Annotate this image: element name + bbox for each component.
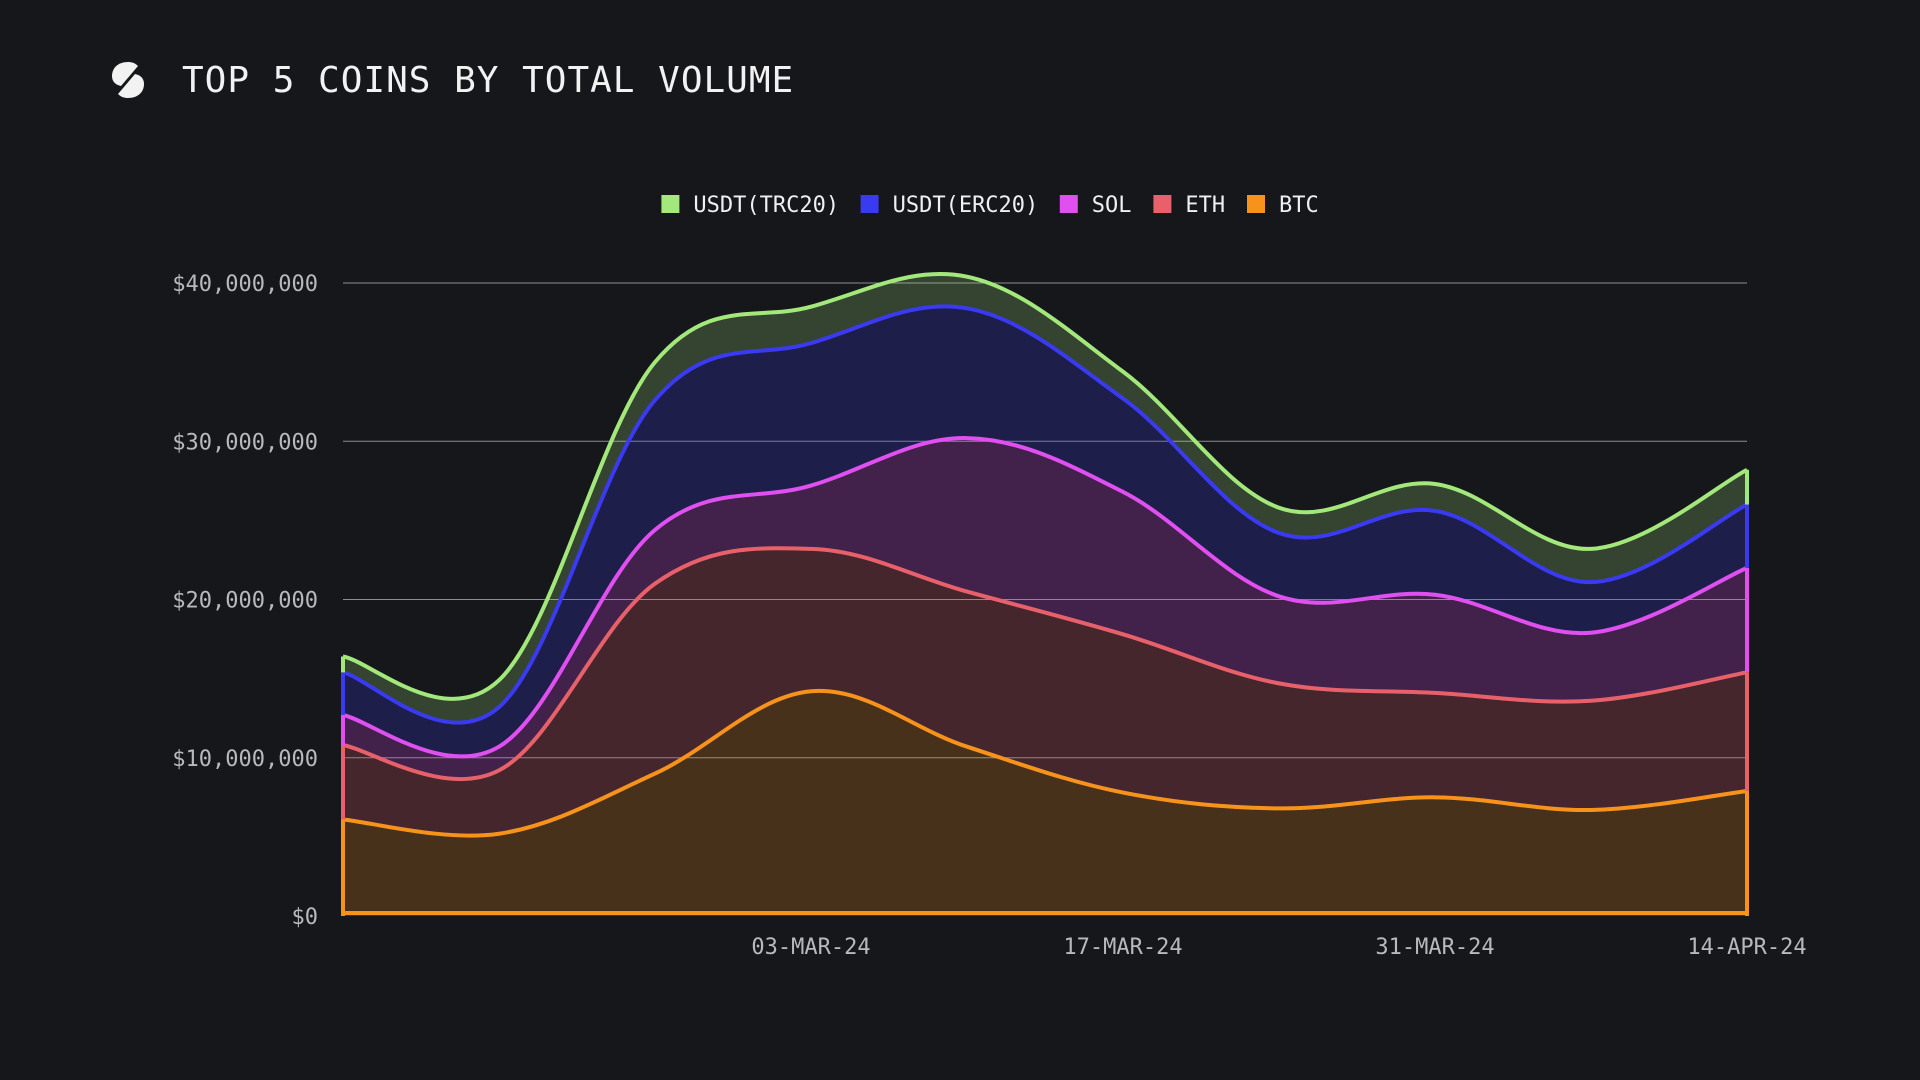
legend-label: ETH: [1185, 193, 1225, 218]
legend-swatch: [860, 195, 879, 213]
legend-item-sol[interactable]: SOL: [1059, 193, 1132, 218]
x-tick-label: 17-MAR-24: [1063, 935, 1182, 960]
y-tick-label: $30,000,000: [172, 430, 318, 455]
x-tick-label: 03-MAR-24: [751, 935, 870, 960]
chart-title: TOP 5 COINS BY TOTAL VOLUME: [182, 59, 795, 101]
legend-item-usdt-erc20-[interactable]: USDT(ERC20): [860, 193, 1039, 218]
series-line-usdt-trc20-: [342, 271, 1748, 701]
axis-labels: $0 $10,000,000 $20,000,000 $30,000,000 $40,0…: [172, 272, 1806, 960]
legend-item-eth[interactable]: ETH: [1153, 193, 1225, 218]
legend-swatch: [1059, 195, 1078, 213]
brand-logo-icon: [112, 62, 144, 98]
series-line-sol: [342, 436, 1748, 759]
legend-item-usdt-trc20-[interactable]: USDT(TRC20): [661, 193, 839, 218]
y-tick-label: $40,000,000: [172, 272, 318, 297]
series-line-btc: [342, 688, 1748, 838]
legend-swatch: [1153, 195, 1172, 213]
x-tick-label: 14-APR-24: [1687, 935, 1806, 960]
y-tick-label: $0: [292, 905, 319, 930]
y-tick-label: $20,000,000: [172, 589, 318, 614]
gridlines: [343, 282, 1747, 759]
area-usdt-trc20-: [343, 273, 1747, 723]
area-sol: [343, 438, 1747, 780]
legend-label: BTC: [1279, 193, 1319, 218]
area-layer: [343, 273, 1747, 916]
legend: USDT(TRC20) USDT(ERC20) SOL ETH BTC: [661, 193, 1319, 218]
area-eth: [343, 548, 1747, 836]
area-usdt-erc20-: [343, 306, 1747, 757]
x-tick-label: 31-MAR-24: [1375, 935, 1494, 960]
legend-swatch: [1247, 195, 1265, 213]
legend-label: SOL: [1092, 193, 1132, 218]
legend-item-btc[interactable]: BTC: [1247, 193, 1319, 218]
legend-label: USDT(TRC20): [693, 193, 839, 218]
series-line-eth: [342, 546, 1748, 782]
legend-swatch: [661, 195, 680, 213]
line-layer: [341, 271, 1749, 916]
area-btc: [343, 690, 1747, 916]
legend-label: USDT(ERC20): [893, 193, 1039, 218]
y-tick-label: $10,000,000: [172, 747, 318, 772]
chart-header: TOP 5 COINS BY TOTAL VOLUME: [108, 52, 794, 108]
series-line-usdt-erc20-: [342, 304, 1748, 725]
